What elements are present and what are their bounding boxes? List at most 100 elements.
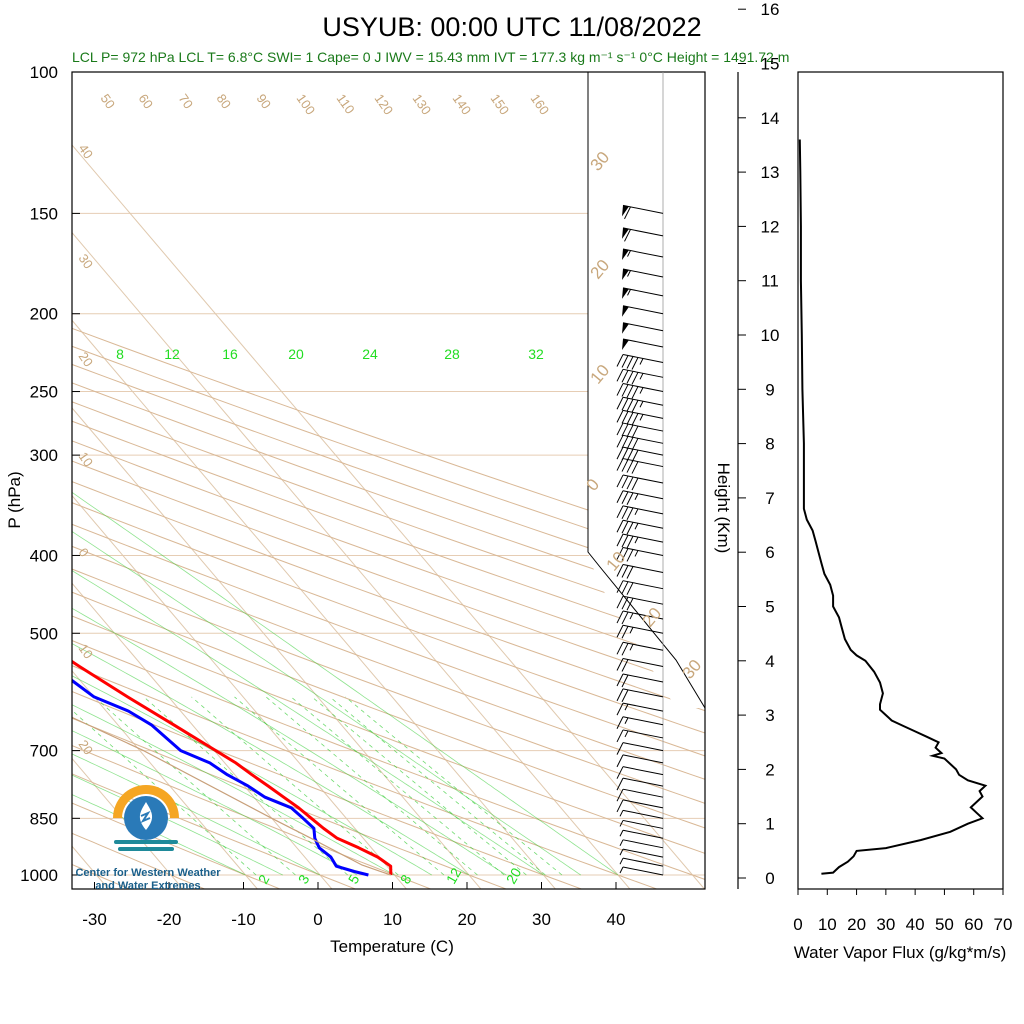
wind-barb-flag [621, 475, 629, 489]
wind-barb-pennant [622, 249, 629, 261]
wind-barb-flag [626, 507, 634, 521]
wind-barb-pennant [622, 287, 629, 299]
wind-barb [616, 446, 664, 463]
dry-adiabat-line [72, 363, 705, 588]
y-tick-label: 150 [30, 204, 58, 223]
flux-tick-label: 10 [818, 915, 837, 934]
wind-barb-flag [626, 398, 634, 412]
mixing-ratio-line [290, 696, 505, 876]
wind-barb [616, 546, 664, 562]
moist-adiabat-line [72, 530, 582, 876]
height-tick-label: 1 [765, 815, 774, 834]
wind-barb-flag [626, 385, 634, 398]
wind-barb-flag [621, 659, 629, 672]
wind-barb-half-flag [634, 536, 639, 544]
wind-barb [619, 839, 664, 849]
wind-barb [616, 754, 664, 768]
isotherm-line [72, 757, 184, 889]
wind-barb-shaft [622, 490, 664, 500]
wind-barb-pennant [622, 205, 629, 217]
flux-tick-label: 40 [906, 915, 925, 934]
wind-barb-shaft [622, 809, 664, 819]
wind-barb-shaft [622, 866, 664, 876]
height-tick-label: 9 [765, 380, 774, 399]
dry-adiabat-left-label: 40 [76, 141, 97, 161]
wind-barb-shaft [622, 505, 664, 515]
wind-barb [622, 227, 664, 242]
wind-barb-flag [621, 534, 629, 548]
dry-adiabat-line [72, 615, 705, 854]
dry-adiabat-line [72, 345, 705, 569]
mixing-ratio-bottom-label: 20 [503, 865, 525, 887]
wind-barb-half-flag [624, 730, 629, 738]
wind-barb-flag [631, 372, 639, 385]
mixing-ratio-line [345, 696, 563, 876]
x-tick-label: -10 [231, 910, 256, 929]
height-tick-label: 4 [765, 652, 774, 671]
height-tick-label: 5 [765, 598, 774, 617]
wind-barb-half-flag [624, 703, 629, 711]
wind-barb-flag [621, 581, 629, 594]
wind-barb-flag [621, 596, 629, 610]
flux-tick-label: 60 [964, 915, 983, 934]
flux-frame [797, 71, 1004, 890]
wind-barb [616, 777, 664, 791]
height-axis-label: Height (Km) [714, 463, 733, 554]
wind-barb [622, 248, 664, 261]
wind-barb-half-flag [639, 400, 644, 408]
y-tick-label: 700 [30, 742, 58, 761]
wind-barb-half-flag [639, 414, 644, 421]
wind-barb-shaft [622, 788, 664, 798]
isotherm-line [72, 319, 557, 889]
wind-barb-shaft [622, 305, 664, 315]
wind-barb-shaft [622, 580, 664, 590]
mixing-ratio-label: 20 [288, 346, 304, 362]
parcel-profile [72, 716, 391, 876]
wind-barb [616, 788, 664, 802]
wind-barb-half-flag [629, 644, 634, 651]
wind-barb-flag [616, 474, 624, 488]
mixing-ratio-bottom-label: 2 [255, 872, 273, 887]
wind-barb-flag [621, 548, 629, 561]
dry-adiabat-label: 150 [488, 91, 513, 117]
wind-barb-half-flag [619, 820, 624, 827]
mixing-ratio-bottom-label: 12 [443, 865, 465, 887]
dry-adiabat-line [72, 545, 705, 780]
wind-barb-shaft [622, 777, 664, 787]
wind-barb [616, 353, 664, 370]
flux-tick-label: 50 [935, 915, 954, 934]
wind-barb-flag [621, 459, 629, 472]
dry-adiabat-label: 130 [410, 91, 435, 117]
wind-barb-flag [626, 522, 634, 535]
wind-barb-shaft [622, 702, 664, 712]
moist-adiabat-line [72, 491, 619, 876]
x-tick-label: 10 [383, 910, 402, 929]
wind-barb-flag [621, 626, 629, 639]
dry-adiabat-label: 80 [214, 91, 235, 111]
wind-barb [616, 595, 664, 611]
dry-adiabat-label: 70 [176, 91, 197, 111]
mixing-ratio-label: 28 [444, 346, 460, 362]
dry-adiabat-label: 110 [334, 91, 358, 117]
dry-adiabat-left-label: 0 [76, 545, 92, 560]
isotherm-line [72, 670, 259, 889]
moist-adiabat-line [72, 753, 321, 876]
wind-barb-shaft [622, 729, 664, 739]
wind-barb-flag [626, 437, 634, 450]
x-axis-label: Temperature (C) [330, 937, 454, 956]
wind-barb-flag [616, 410, 624, 423]
wind-barb-shaft [622, 641, 664, 651]
wind-barb-flag [631, 477, 639, 491]
wind-barb [616, 533, 664, 549]
wind-barb-flag [626, 597, 634, 611]
wind-barb-flag [616, 369, 624, 382]
wind-barb-half-flag [619, 839, 624, 847]
wind-barb-flag [631, 386, 639, 399]
wind-barb-pennant [622, 227, 629, 239]
wind-barb-flag [626, 460, 634, 473]
mixing-ratio-label: 8 [116, 346, 124, 362]
wind-barb-flag [616, 788, 624, 802]
wind-barb-shaft [622, 563, 664, 573]
wind-barb-flag [616, 547, 624, 560]
